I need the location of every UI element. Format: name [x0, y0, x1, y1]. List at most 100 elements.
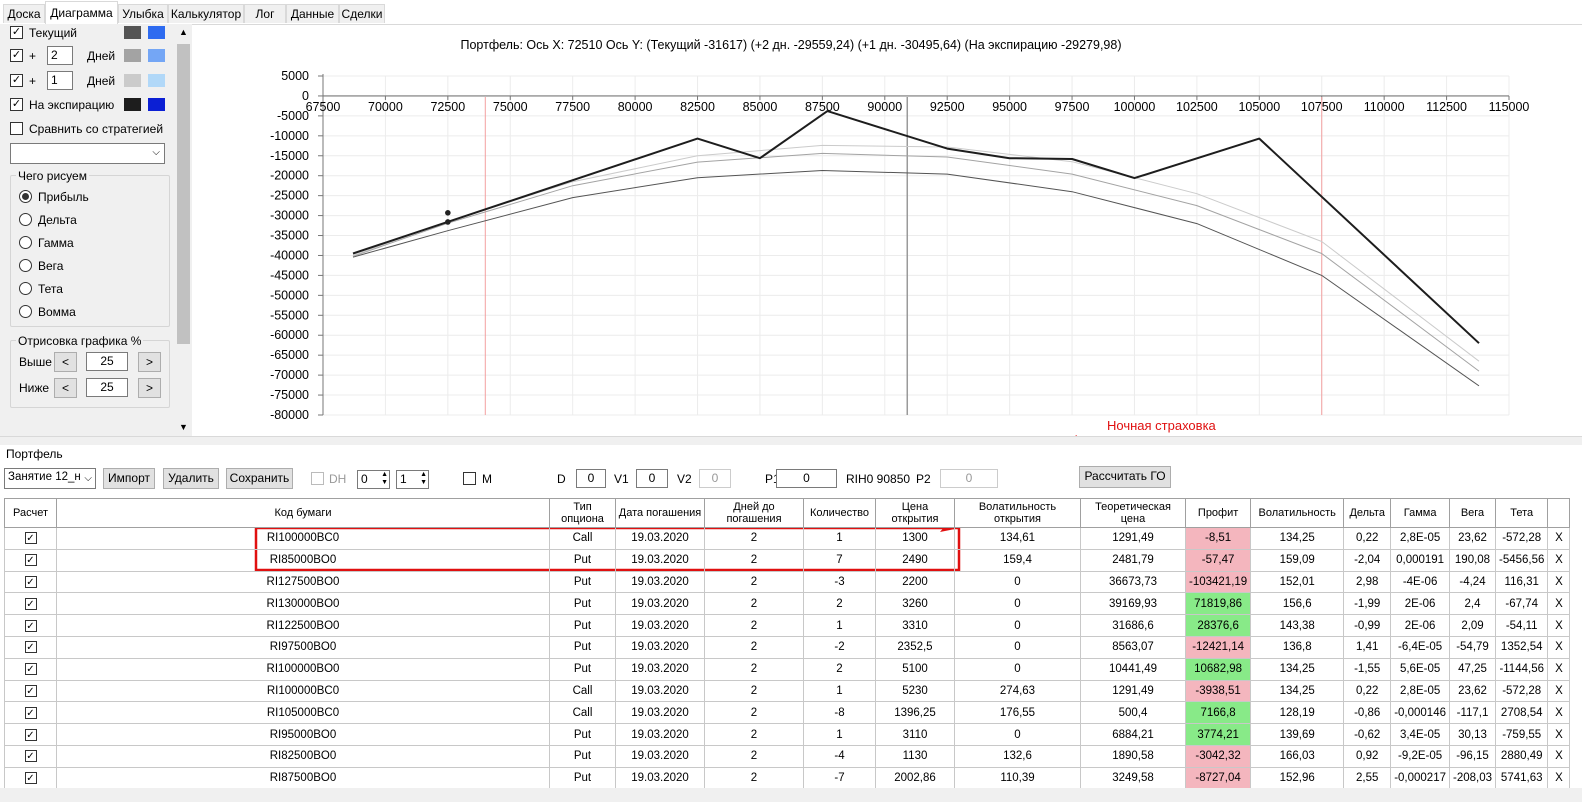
radio-gamma[interactable]	[19, 236, 32, 249]
compare-checkbox[interactable]	[10, 122, 23, 135]
radio-delta[interactable]	[19, 213, 32, 226]
column-header[interactable]: Код бумаги	[56, 498, 550, 528]
column-header[interactable]: Тета	[1495, 498, 1549, 528]
radio-theta[interactable]	[19, 282, 32, 295]
current-color-a[interactable]	[124, 26, 141, 39]
calc-checkbox-cell[interactable]: ✓	[4, 701, 57, 725]
column-header[interactable]: Цена открытия	[875, 498, 955, 528]
calc-checkbox-cell[interactable]: ✓	[4, 570, 57, 594]
below-input[interactable]: 25	[86, 378, 128, 397]
calc-checkbox[interactable]: ✓	[24, 554, 37, 567]
column-header[interactable]: Гамма	[1390, 498, 1450, 528]
calc-checkbox-cell[interactable]: ✓	[4, 723, 57, 746]
above-increase-button[interactable]: >	[138, 352, 161, 372]
save-button[interactable]: Сохранить	[226, 468, 293, 489]
radio-vega[interactable]	[19, 259, 32, 272]
dh-a-stepper[interactable]: 0 ▲ ▼	[357, 470, 390, 489]
days2-input[interactable]: 1	[47, 71, 73, 90]
delete-row-button[interactable]: X	[1547, 635, 1571, 659]
dh-checkbox[interactable]	[311, 472, 324, 485]
column-header[interactable]: Дата погашения	[615, 498, 705, 528]
days2-color-b[interactable]	[148, 74, 165, 87]
calc-checkbox-cell[interactable]: ✓	[4, 657, 57, 681]
above-input[interactable]: 25	[86, 352, 128, 371]
column-header[interactable]: Дней до погашения	[704, 498, 804, 528]
tab-diagram[interactable]: Диаграмма	[45, 1, 118, 24]
spin-icon[interactable]: ▲ ▼	[420, 471, 427, 486]
radio-vomma[interactable]	[19, 305, 32, 318]
column-header[interactable]: Количество	[803, 498, 876, 528]
delete-row-button[interactable]: X	[1547, 657, 1571, 681]
delete-row-button[interactable]: X	[1547, 570, 1571, 594]
table-row[interactable]: ✓ RI97500BO0 Put 19.03.2020 2 -2 2352,5 0 8563,0…	[4, 635, 1571, 659]
v2-input[interactable]: 0	[699, 469, 731, 488]
calc-checkbox-cell[interactable]: ✓	[4, 766, 57, 790]
column-header[interactable]: Волатильность	[1250, 498, 1345, 528]
column-header[interactable]: Вега	[1448, 498, 1497, 528]
calc-checkbox[interactable]: ✓	[24, 641, 37, 654]
calc-checkbox[interactable]: ✓	[24, 663, 37, 676]
payoff-chart[interactable]: 5000 0 -5000 -10000 -15000 -20000 -25000 -30000…	[0, 0, 1582, 440]
days1-color-b[interactable]	[148, 49, 165, 62]
days1-checkbox[interactable]: ✓	[10, 49, 23, 62]
above-decrease-button[interactable]: <	[54, 352, 77, 372]
tab-calculator[interactable]: Калькулятор	[168, 4, 244, 23]
delete-row-button[interactable]: X	[1547, 723, 1571, 746]
calc-checkbox[interactable]: ✓	[24, 575, 37, 588]
calc-checkbox-cell[interactable]: ✓	[4, 548, 57, 572]
table-row[interactable]: ✓ RI100000BC0 Call 19.03.2020 2 1 5230 274,63 12…	[4, 679, 1571, 703]
days1-input[interactable]: 2	[47, 46, 73, 65]
table-row[interactable]: ✓ RI87500BO0 Put 19.03.2020 2 -7 2002,86 110,39…	[4, 766, 1571, 790]
calc-checkbox[interactable]: ✓	[24, 619, 37, 632]
calc-checkbox-cell[interactable]: ✓	[4, 614, 57, 637]
tab-data[interactable]: Данные	[286, 4, 339, 23]
d-input[interactable]: 0	[576, 469, 606, 488]
v1-input[interactable]: 0	[636, 469, 668, 488]
settings-scrollbar[interactable]: ▲ ▼	[176, 24, 192, 436]
below-increase-button[interactable]: >	[138, 378, 161, 398]
tab-board[interactable]: Доска	[3, 4, 45, 23]
table-row[interactable]: ✓ RI100000BO0 Put 19.03.2020 2 2 5100 0 10441,49…	[4, 657, 1571, 681]
table-row[interactable]: ✓ RI95000BO0 Put 19.03.2020 2 1 3110 0 6884,21 37…	[4, 723, 1571, 746]
table-row[interactable]: ✓ RI127500BO0 Put 19.03.2020 2 -3 2200 0 36673,7…	[4, 570, 1571, 594]
import-button[interactable]: Импорт	[103, 468, 155, 489]
column-header[interactable]: Теоретическая цена	[1080, 498, 1186, 528]
calc-checkbox-cell[interactable]: ✓	[4, 635, 57, 659]
strategy-select[interactable]: ⌵	[10, 143, 165, 164]
calc-checkbox[interactable]: ✓	[24, 532, 37, 545]
column-header[interactable]: Волатильность открытия	[954, 498, 1081, 528]
delete-row-button[interactable]: X	[1547, 701, 1571, 725]
scroll-up-icon[interactable]: ▲	[179, 27, 188, 37]
delete-row-button[interactable]: X	[1547, 744, 1571, 768]
m-checkbox[interactable]	[463, 472, 476, 485]
days1-color-a[interactable]	[124, 49, 141, 62]
calc-checkbox[interactable]: ✓	[24, 684, 37, 697]
delete-button[interactable]: Удалить	[163, 468, 219, 489]
tab-log[interactable]: Лог	[244, 4, 286, 23]
calc-checkbox[interactable]: ✓	[24, 750, 37, 763]
scroll-down-icon[interactable]: ▼	[179, 422, 188, 432]
calculate-margin-button[interactable]: Рассчитать ГО	[1079, 466, 1171, 488]
calc-checkbox[interactable]: ✓	[24, 706, 37, 719]
column-header[interactable]: Дельта	[1343, 498, 1392, 528]
scroll-thumb[interactable]	[177, 44, 190, 344]
dh-b-stepper[interactable]: 1 ▲ ▼	[396, 470, 429, 489]
delete-row-button[interactable]: X	[1547, 766, 1571, 790]
table-row[interactable]: ✓ RI130000BO0 Put 19.03.2020 2 2 3260 0 39169,93…	[4, 592, 1571, 616]
delete-row-button[interactable]: X	[1547, 679, 1571, 703]
calc-checkbox[interactable]: ✓	[24, 772, 37, 785]
current-checkbox[interactable]: ✓	[10, 26, 23, 39]
spin-icon[interactable]: ▲ ▼	[381, 471, 388, 486]
calc-checkbox-cell[interactable]: ✓	[4, 592, 57, 616]
column-header[interactable]	[1547, 498, 1571, 528]
calc-checkbox[interactable]: ✓	[24, 728, 37, 741]
expiry-checkbox[interactable]: ✓	[10, 98, 23, 111]
delete-row-button[interactable]: X	[1547, 548, 1571, 572]
expiry-color-b[interactable]	[148, 98, 165, 111]
table-row[interactable]: ✓ RI105000BC0 Call 19.03.2020 2 -8 1396,25 176,…	[4, 701, 1571, 725]
p1-input[interactable]: 0	[776, 469, 837, 488]
tab-deals[interactable]: Сделки	[339, 4, 385, 23]
table-row[interactable]: ✓ RI100000BC0 Call 19.03.2020 2 1 1300 134,61 12…	[4, 527, 1571, 550]
below-decrease-button[interactable]: <	[54, 378, 77, 398]
calc-checkbox-cell[interactable]: ✓	[4, 744, 57, 768]
